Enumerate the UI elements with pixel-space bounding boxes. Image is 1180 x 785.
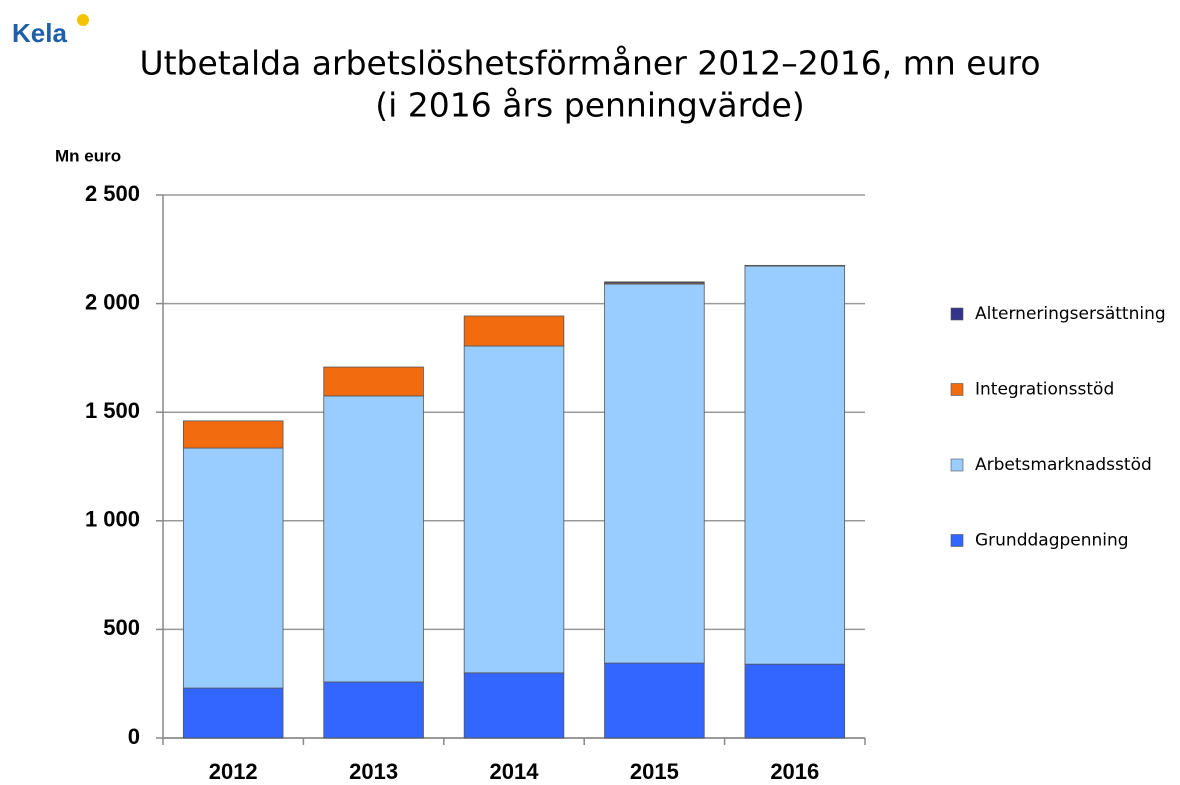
x-tick-label: 2014	[490, 759, 540, 784]
y-tick-label: 1 500	[85, 398, 140, 423]
x-tick-label: 2016	[770, 759, 819, 784]
logo: Kela	[12, 18, 67, 48]
legend-label: Integrationsstöd	[975, 380, 1114, 400]
y-tick-label: 2 000	[85, 289, 140, 314]
bar-segment	[604, 662, 705, 739]
legend-swatch	[950, 383, 964, 396]
legend-label: Alterneringsersättning	[975, 304, 1166, 324]
legend-label: Grunddagpenning	[975, 531, 1129, 551]
bar-segment	[182, 687, 284, 739]
bar-segment	[463, 315, 565, 347]
bar-segment	[463, 672, 565, 739]
x-tick-label: 2013	[349, 759, 398, 784]
bar-segment	[604, 283, 705, 664]
legend-swatch	[950, 534, 964, 547]
legend-swatch	[950, 307, 964, 321]
bar-segment	[744, 264, 846, 267]
bar-segment	[323, 366, 424, 397]
bar-segment	[182, 447, 284, 689]
y-tick-label: 1 000	[85, 507, 140, 532]
legend-label: Arbetsmarknadsstöd	[975, 455, 1152, 475]
bar-segment	[323, 395, 424, 683]
y-tick-label: 2 500	[85, 181, 140, 206]
legend-swatch	[950, 458, 964, 472]
bar-segment	[744, 265, 846, 665]
bar-segment	[182, 420, 284, 449]
chart-subtitle: (i 2016 års penningvärde)	[375, 86, 804, 125]
x-tick-label: 2015	[630, 759, 679, 784]
bar-segment	[323, 681, 424, 739]
y-tick-label: 0	[128, 724, 140, 749]
logo-mark	[77, 14, 89, 26]
y-axis-label: Mn euro	[55, 146, 121, 165]
y-tick-label: 500	[103, 615, 140, 640]
bar-segment	[744, 663, 846, 739]
chart-title: Utbetalda arbetslöshetsförmåner 2012–201…	[139, 44, 1040, 83]
bar-segment	[604, 281, 705, 284]
bar-segment	[463, 345, 565, 674]
x-tick-label: 2012	[209, 759, 258, 784]
